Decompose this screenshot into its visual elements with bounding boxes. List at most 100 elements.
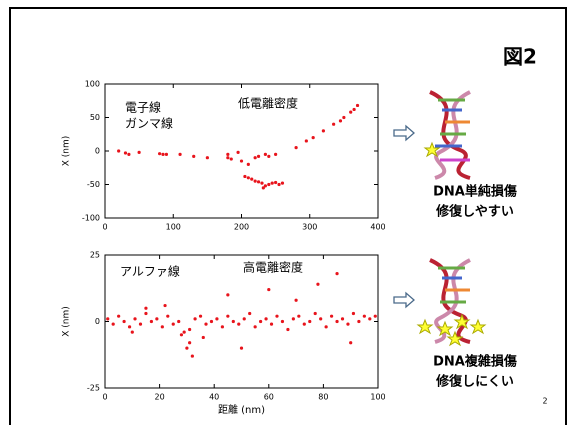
data-point	[138, 151, 141, 154]
y-tick-label: 100	[85, 80, 100, 89]
data-point	[247, 163, 250, 166]
data-point	[117, 315, 120, 318]
data-point	[264, 184, 267, 187]
data-point	[202, 336, 205, 339]
annotation: 低電離密度	[238, 96, 298, 111]
caption: 修復しやすい	[435, 204, 514, 220]
x-tick-label: 400	[370, 223, 385, 232]
data-point	[124, 151, 127, 154]
x-tick-label: 20	[155, 393, 165, 402]
data-point	[267, 183, 270, 186]
y-tick-label: 0	[95, 147, 100, 156]
y-axis-label: X (nm)	[62, 306, 72, 337]
data-point	[248, 312, 251, 315]
x-tick-label: 100	[166, 223, 181, 232]
data-point	[191, 354, 194, 357]
data-point	[226, 153, 229, 156]
y-tick-label: 50	[90, 113, 100, 122]
data-point	[270, 323, 273, 326]
data-point	[332, 123, 335, 126]
data-point	[226, 156, 229, 159]
page-number: 2	[542, 397, 547, 406]
data-point	[199, 315, 202, 318]
data-point	[117, 149, 120, 152]
data-point	[349, 341, 352, 344]
data-point	[286, 328, 289, 331]
annotation: ガンマ線	[125, 116, 173, 131]
data-point	[106, 317, 109, 320]
y-tick-label: -50	[87, 180, 100, 189]
data-point	[368, 317, 371, 320]
x-tick-label: 100	[370, 393, 385, 402]
data-point	[335, 272, 338, 275]
data-point	[230, 157, 233, 160]
data-point	[259, 320, 262, 323]
caption: 修復しにくい	[435, 374, 514, 390]
data-point	[275, 315, 278, 318]
data-point	[352, 312, 355, 315]
data-point	[226, 315, 229, 318]
data-point	[314, 312, 317, 315]
y-axis-label: X (nm)	[62, 136, 72, 167]
data-point	[319, 317, 322, 320]
data-point	[180, 333, 183, 336]
data-point	[349, 111, 352, 114]
data-point	[335, 320, 338, 323]
data-point	[150, 320, 153, 323]
data-point	[297, 315, 300, 318]
data-point	[206, 156, 209, 159]
data-point	[215, 317, 218, 320]
data-point	[188, 341, 191, 344]
x-tick-label: 0	[102, 223, 107, 232]
data-point	[178, 153, 181, 156]
data-point	[281, 320, 284, 323]
data-point	[353, 108, 356, 111]
data-point	[341, 317, 344, 320]
y-tick-label: 25	[90, 251, 100, 260]
data-point	[308, 320, 311, 323]
data-point	[185, 347, 188, 350]
data-point	[123, 320, 126, 323]
data-point	[357, 320, 360, 323]
annotation: アルファ線	[120, 264, 180, 279]
data-point	[257, 155, 260, 158]
data-point	[243, 317, 246, 320]
data-point	[232, 320, 235, 323]
data-point	[155, 317, 158, 320]
data-point	[240, 159, 243, 162]
data-point	[267, 155, 270, 158]
data-point	[292, 317, 295, 320]
data-point	[243, 175, 246, 178]
data-point	[133, 317, 136, 320]
data-point	[264, 317, 267, 320]
data-point	[144, 312, 147, 315]
data-point	[346, 323, 349, 326]
data-point	[210, 320, 213, 323]
data-point	[303, 323, 306, 326]
data-point	[247, 176, 250, 179]
data-point	[161, 153, 164, 156]
data-point	[226, 293, 229, 296]
arrow	[394, 293, 414, 307]
data-point	[254, 180, 257, 183]
x-tick-label: 200	[234, 223, 249, 232]
dna-illustration	[418, 260, 485, 345]
y-tick-label: -100	[82, 214, 100, 223]
data-point	[267, 288, 270, 291]
data-point	[254, 156, 257, 159]
slide-title: 図2	[503, 45, 537, 69]
data-point	[188, 328, 191, 331]
dna-illustration	[425, 92, 470, 178]
data-point	[165, 153, 168, 156]
caption: DNA単純損傷	[433, 184, 517, 200]
data-point	[183, 331, 186, 334]
caption: DNA複雑損傷	[433, 354, 517, 370]
arrow	[394, 126, 414, 140]
data-point	[163, 304, 166, 307]
x-tick-label: 0	[102, 393, 107, 402]
data-point	[221, 325, 224, 328]
data-point	[237, 323, 240, 326]
data-point	[356, 104, 359, 107]
data-point	[316, 283, 319, 286]
data-point	[330, 315, 333, 318]
